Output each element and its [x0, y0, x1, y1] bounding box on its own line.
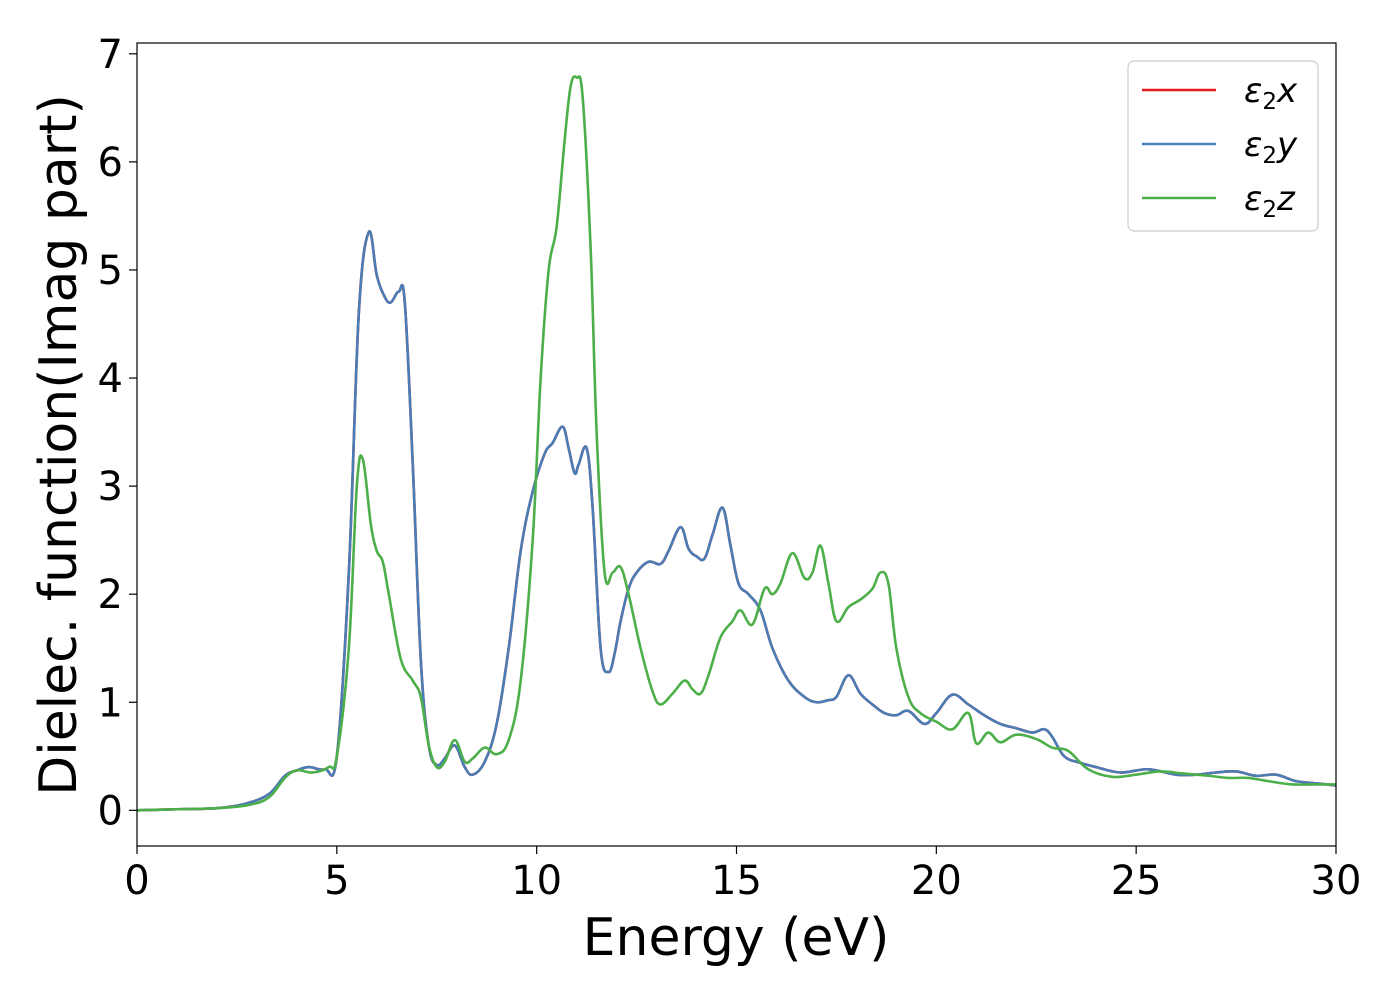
y-tick-label: 0	[98, 788, 123, 834]
x-tick-label: 20	[911, 858, 962, 904]
y-tick-label: 2	[98, 572, 123, 618]
series-line-y	[137, 230, 1336, 812]
x-axis-ticks: 0 5 10 15 20 25 30	[124, 846, 1361, 904]
x-tick-label: 15	[711, 858, 762, 904]
x-tick-label: 0	[124, 858, 149, 904]
y-tick-label: 5	[98, 248, 123, 294]
y-tick-label: 3	[98, 464, 123, 510]
y-axis-title: Dielec. function(Imag part)	[29, 94, 89, 796]
x-tick-label: 10	[511, 858, 562, 904]
y-axis-ticks: 0 1 2 3 4 5 6 7	[98, 32, 137, 834]
legend: ε2x ε2y ε2z	[1127, 60, 1319, 232]
y-tick-label: 4	[98, 356, 123, 402]
legend-box	[1127, 60, 1319, 232]
legend-label-x: ε2x	[1244, 71, 1298, 115]
y-tick-label: 7	[98, 32, 123, 78]
y-tick-label: 6	[98, 140, 123, 186]
y-tick-label: 1	[98, 680, 123, 726]
x-tick-label: 25	[1111, 858, 1162, 904]
x-axis-title: Energy (eV)	[583, 908, 890, 968]
x-tick-label: 5	[324, 858, 349, 904]
legend-label-y: ε2y	[1244, 125, 1298, 169]
legend-label-z: ε2z	[1244, 179, 1296, 223]
x-tick-label: 30	[1311, 858, 1362, 904]
series-line-z	[137, 75, 1336, 812]
plot-series	[137, 75, 1336, 812]
